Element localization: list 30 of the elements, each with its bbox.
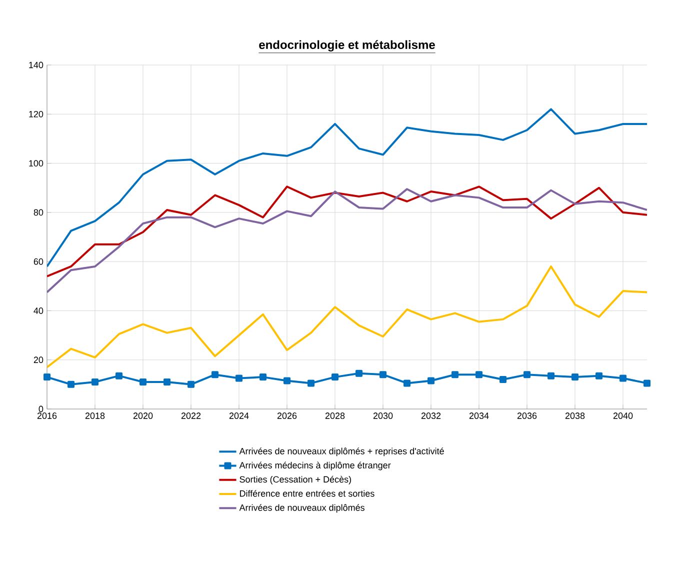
- x-tick-label: 2024: [229, 412, 249, 419]
- x-tick-label: 2034: [469, 412, 489, 419]
- x-tick-label: 2036: [517, 412, 537, 419]
- legend-label: Arrivées de nouveaux diplômés + reprises d'activité: [239, 448, 444, 456]
- y-tick-label: 140: [29, 62, 44, 68]
- x-tick-label: 2030: [373, 412, 393, 419]
- y-tick-label: 20: [34, 356, 44, 364]
- x-tick-label: 2038: [565, 412, 585, 419]
- legend-label: Différence entre entrées et sorties: [240, 490, 374, 497]
- x-tick-label: 2020: [133, 412, 153, 419]
- x-tick-label: 2018: [85, 412, 105, 419]
- legend-label: Sorties (Cessation + Décès): [240, 476, 351, 484]
- x-tick-label: 2032: [421, 412, 441, 419]
- line-series: [47, 108, 648, 268]
- chart-title: endocrinologie et métabolisme: [259, 40, 435, 52]
- x-tick-label: 2028: [325, 412, 345, 419]
- line-series: [47, 186, 648, 278]
- y-tick-label: 100: [29, 160, 44, 166]
- y-tick-label: 120: [29, 110, 44, 118]
- line-series: [47, 188, 648, 294]
- y-tick-label: 0: [38, 406, 44, 412]
- y-tick-label: 80: [34, 209, 44, 216]
- x-tick-label: 2026: [277, 412, 297, 419]
- x-tick-label: 2022: [181, 412, 201, 419]
- x-tick-label: 2040: [613, 412, 633, 419]
- legend-label: Arrivées médecins à diplôme étranger: [239, 462, 391, 470]
- x-tick-label: 2016: [37, 412, 57, 419]
- y-tick-label: 40: [34, 308, 44, 314]
- legend-label: Arrivées de nouveaux diplômés: [239, 504, 364, 513]
- y-tick-label: 60: [34, 258, 44, 265]
